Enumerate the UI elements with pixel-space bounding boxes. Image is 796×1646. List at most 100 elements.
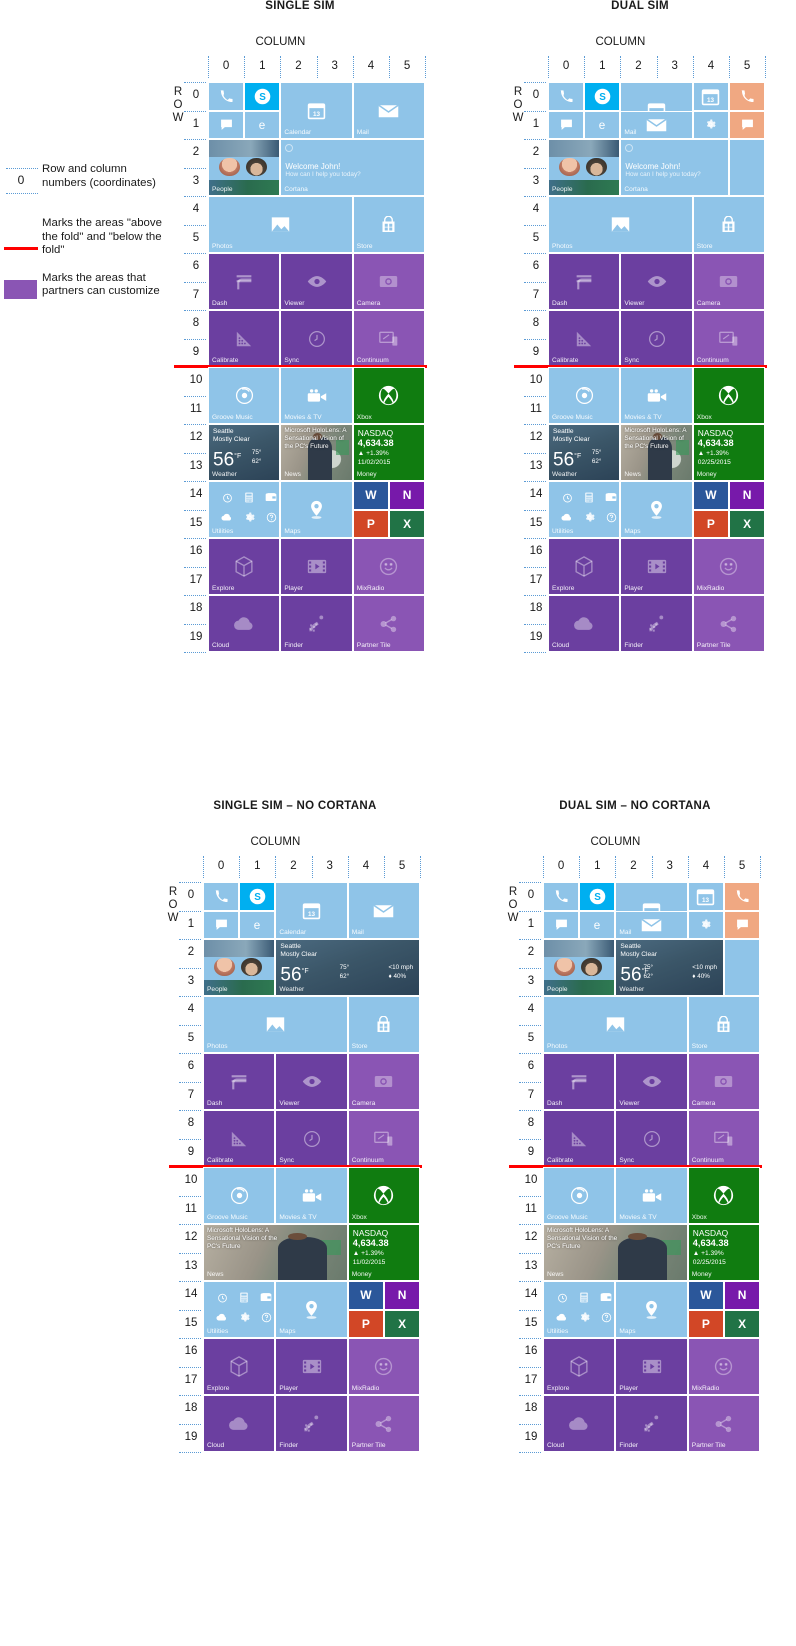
tile-skype[interactable]: S: [239, 882, 276, 911]
tile-store[interactable]: Store: [347, 996, 421, 1053]
tile-money[interactable]: NASDAQ 4,634.38 ▲ +1.39% 11/02/2015 Money: [352, 424, 426, 481]
tile-news[interactable]: Microsoft HoloLens: A Sensational Vision…: [203, 1224, 348, 1281]
tile-people[interactable]: People: [203, 939, 276, 996]
tile-continuum[interactable]: Continuum: [347, 1110, 421, 1167]
tile-mail[interactable]: Mail: [620, 110, 693, 139]
tile-onenote[interactable]: N: [384, 1281, 421, 1310]
tile-onenote[interactable]: N: [389, 481, 426, 510]
tile-edge[interactable]: e: [584, 110, 621, 139]
tile-skype[interactable]: S: [584, 82, 621, 111]
tile-xbox[interactable]: Xbox: [692, 367, 766, 424]
tile-partner[interactable]: Partner Tile: [687, 1395, 761, 1452]
tile-finder[interactable]: Finder: [620, 595, 693, 652]
tile-mail[interactable]: Mail: [352, 82, 426, 139]
tile-people[interactable]: People: [548, 139, 621, 196]
tile-player[interactable]: Player: [280, 538, 353, 595]
tile-onenote[interactable]: N: [729, 481, 766, 510]
tile-movies-tv[interactable]: Movies & TV: [620, 367, 693, 424]
tile-player[interactable]: Player: [275, 1338, 348, 1395]
tile-powerpoint[interactable]: P: [352, 509, 389, 538]
tile-messaging[interactable]: [208, 110, 245, 139]
tile-settings[interactable]: [692, 110, 729, 139]
tile-powerpoint[interactable]: P: [347, 1309, 384, 1338]
tile-people[interactable]: People: [543, 939, 616, 996]
tile-mail[interactable]: Mail: [347, 882, 421, 939]
tile-xbox[interactable]: Xbox: [687, 1167, 761, 1224]
tile-powerpoint[interactable]: P: [692, 509, 729, 538]
tile-edge[interactable]: e: [579, 910, 616, 939]
tile-photos[interactable]: Photos: [203, 996, 348, 1053]
tile-dash[interactable]: Dash: [543, 1053, 616, 1110]
tile-movies-tv[interactable]: Movies & TV: [280, 367, 353, 424]
tile-cloud[interactable]: Cloud: [203, 1395, 276, 1452]
tile-calibrate[interactable]: Calibrate: [548, 310, 621, 367]
tile-skype[interactable]: S: [579, 882, 616, 911]
tile-sync[interactable]: Sync: [615, 1110, 688, 1167]
tile-word[interactable]: W: [347, 1281, 384, 1310]
tile-explore[interactable]: Explore: [203, 1338, 276, 1395]
tile-mail[interactable]: Mail: [615, 910, 688, 939]
tile-word[interactable]: W: [352, 481, 389, 510]
tile-maps[interactable]: Maps: [615, 1281, 688, 1338]
tile-viewer[interactable]: Viewer: [615, 1053, 688, 1110]
tile-news[interactable]: Microsoft HoloLens: A Sensational Vision…: [543, 1224, 688, 1281]
tile-utilities[interactable]: Utilities: [208, 481, 281, 538]
tile-skype[interactable]: S: [244, 82, 281, 111]
tile-utilities[interactable]: Utilities: [203, 1281, 276, 1338]
tile-player[interactable]: Player: [615, 1338, 688, 1395]
tile-explore[interactable]: Explore: [208, 538, 281, 595]
tile-phone[interactable]: [208, 82, 245, 111]
tile-maps[interactable]: Maps: [275, 1281, 348, 1338]
tile-word[interactable]: W: [687, 1281, 724, 1310]
tile-camera[interactable]: Camera: [687, 1053, 761, 1110]
tile-messaging[interactable]: [203, 910, 240, 939]
tile-movies-tv[interactable]: Movies & TV: [615, 1167, 688, 1224]
tile-dash[interactable]: Dash: [548, 253, 621, 310]
tile-calendar[interactable]: 13 Calendar: [275, 882, 348, 939]
tile-calibrate[interactable]: Calibrate: [203, 1110, 276, 1167]
tile-photos[interactable]: Photos: [543, 996, 688, 1053]
tile-weather[interactable]: Seattle Mostly Clear 56°F 75° 62° <10 mph ♦…: [275, 939, 421, 996]
tile-word[interactable]: W: [692, 481, 729, 510]
tile-phone[interactable]: [543, 882, 580, 911]
tile-weather[interactable]: Seattle Mostly Clear 56°F 75° 62° <10 mph ♦…: [615, 939, 724, 996]
tile-calendar[interactable]: 13 Calendar: [280, 82, 353, 139]
tile-messaging[interactable]: [548, 110, 585, 139]
tile-mixradio[interactable]: MixRadio: [347, 1338, 421, 1395]
tile-finder[interactable]: Finder: [615, 1395, 688, 1452]
tile-utilities[interactable]: Utilities: [548, 481, 621, 538]
tile-explore[interactable]: Explore: [543, 1338, 616, 1395]
tile-excel[interactable]: X: [384, 1309, 421, 1338]
tile-cortana[interactable]: Welcome John! How can I help you today? C…: [620, 139, 729, 196]
tile-phone-2[interactable]: [724, 882, 761, 911]
tile-cortana[interactable]: Welcome John! How can I help you today? C…: [280, 139, 426, 196]
tile-mixradio[interactable]: MixRadio: [687, 1338, 761, 1395]
tile-money[interactable]: NASDAQ 4,634.38 ▲ +1.39% 11/02/2015 Money: [347, 1224, 421, 1281]
tile-onenote[interactable]: N: [724, 1281, 761, 1310]
tile-phone-2[interactable]: [729, 82, 766, 111]
tile-finder[interactable]: Finder: [275, 1395, 348, 1452]
tile-store[interactable]: Store: [687, 996, 761, 1053]
tile-continuum[interactable]: Continuum: [687, 1110, 761, 1167]
tile-edge[interactable]: e: [239, 910, 276, 939]
tile-settings[interactable]: [687, 910, 724, 939]
tile-people[interactable]: People: [208, 139, 281, 196]
tile-dash[interactable]: Dash: [203, 1053, 276, 1110]
tile-excel[interactable]: X: [724, 1309, 761, 1338]
tile-phone[interactable]: [548, 82, 585, 111]
tile-continuum[interactable]: Continuum: [352, 310, 426, 367]
tile-maps[interactable]: Maps: [620, 481, 693, 538]
tile-weather[interactable]: Seattle Mostly Clear 56°F 75° 62° Weather: [208, 424, 281, 481]
tile-sync[interactable]: Sync: [275, 1110, 348, 1167]
tile-cloud[interactable]: Cloud: [543, 1395, 616, 1452]
tile-mixradio[interactable]: MixRadio: [692, 538, 766, 595]
tile-store[interactable]: Store: [352, 196, 426, 253]
tile-cloud[interactable]: Cloud: [208, 595, 281, 652]
tile-weather[interactable]: Seattle Mostly Clear 56°F 75° 62° Weather: [548, 424, 621, 481]
tile-viewer[interactable]: Viewer: [620, 253, 693, 310]
tile-sync[interactable]: Sync: [620, 310, 693, 367]
tile-viewer[interactable]: Viewer: [280, 253, 353, 310]
tile-groove-music[interactable]: Groove Music: [203, 1167, 276, 1224]
tile-utilities[interactable]: Utilities: [543, 1281, 616, 1338]
tile-groove-music[interactable]: Groove Music: [208, 367, 281, 424]
